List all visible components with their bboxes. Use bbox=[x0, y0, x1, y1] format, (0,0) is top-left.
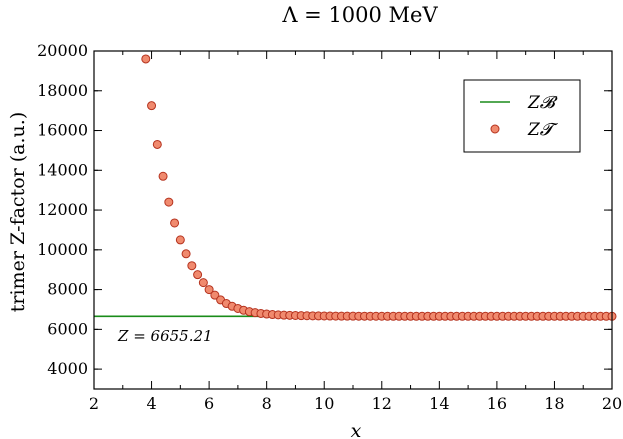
x-tick-label: 2 bbox=[89, 394, 99, 413]
zt-data-point bbox=[210, 290, 220, 300]
y-tick-label: 16000 bbox=[37, 121, 88, 140]
x-tick-label: 14 bbox=[429, 394, 449, 413]
annotation-z-value: Z = 6655.21 bbox=[117, 327, 213, 345]
zt-data-point bbox=[141, 54, 151, 64]
zt-data-point bbox=[152, 139, 162, 149]
legend: Z𝓑 Z𝓣 bbox=[463, 79, 581, 153]
zt-data-point bbox=[170, 218, 180, 228]
x-axis-label: x bbox=[351, 420, 362, 439]
x-tick-label: 6 bbox=[204, 394, 214, 413]
chart-title: Λ = 1000 MeV bbox=[281, 3, 438, 27]
zt-data-point bbox=[193, 270, 203, 280]
y-tick-label: 8000 bbox=[47, 280, 88, 299]
x-tick-label: 12 bbox=[372, 394, 392, 413]
y-tick-label: 12000 bbox=[37, 200, 88, 219]
zt-data-point bbox=[175, 235, 185, 245]
legend-box bbox=[463, 79, 581, 153]
y-tick-label: 20000 bbox=[37, 41, 88, 60]
x-tick-label: 10 bbox=[314, 394, 334, 413]
legend-label-zt: Z𝓣 bbox=[527, 120, 559, 140]
x-tick-label: 4 bbox=[146, 394, 156, 413]
x-tick-label: 18 bbox=[544, 394, 564, 413]
zt-data-point bbox=[204, 285, 214, 295]
y-tick-label: 6000 bbox=[47, 319, 88, 338]
y-tick-label: 4000 bbox=[47, 359, 88, 378]
y-tick-label: 18000 bbox=[37, 81, 88, 100]
x-tick-label: 8 bbox=[262, 394, 272, 413]
zt-data-point bbox=[147, 101, 157, 111]
y-tick-label: 14000 bbox=[37, 160, 88, 179]
zt-data-point bbox=[181, 249, 191, 259]
zt-data-point bbox=[187, 261, 197, 271]
legend-circle-marker bbox=[490, 124, 500, 134]
zt-data-point bbox=[198, 278, 208, 288]
y-axis-label: trimer Z-factor (a.u.) bbox=[7, 112, 29, 312]
zt-data-point bbox=[164, 197, 174, 207]
y-tick-label: 10000 bbox=[37, 240, 88, 259]
legend-label-zb: Z𝓑 bbox=[527, 93, 558, 113]
x-tick-label: 20 bbox=[602, 394, 622, 413]
zt-data-point bbox=[158, 171, 168, 181]
x-tick-label: 16 bbox=[487, 394, 507, 413]
